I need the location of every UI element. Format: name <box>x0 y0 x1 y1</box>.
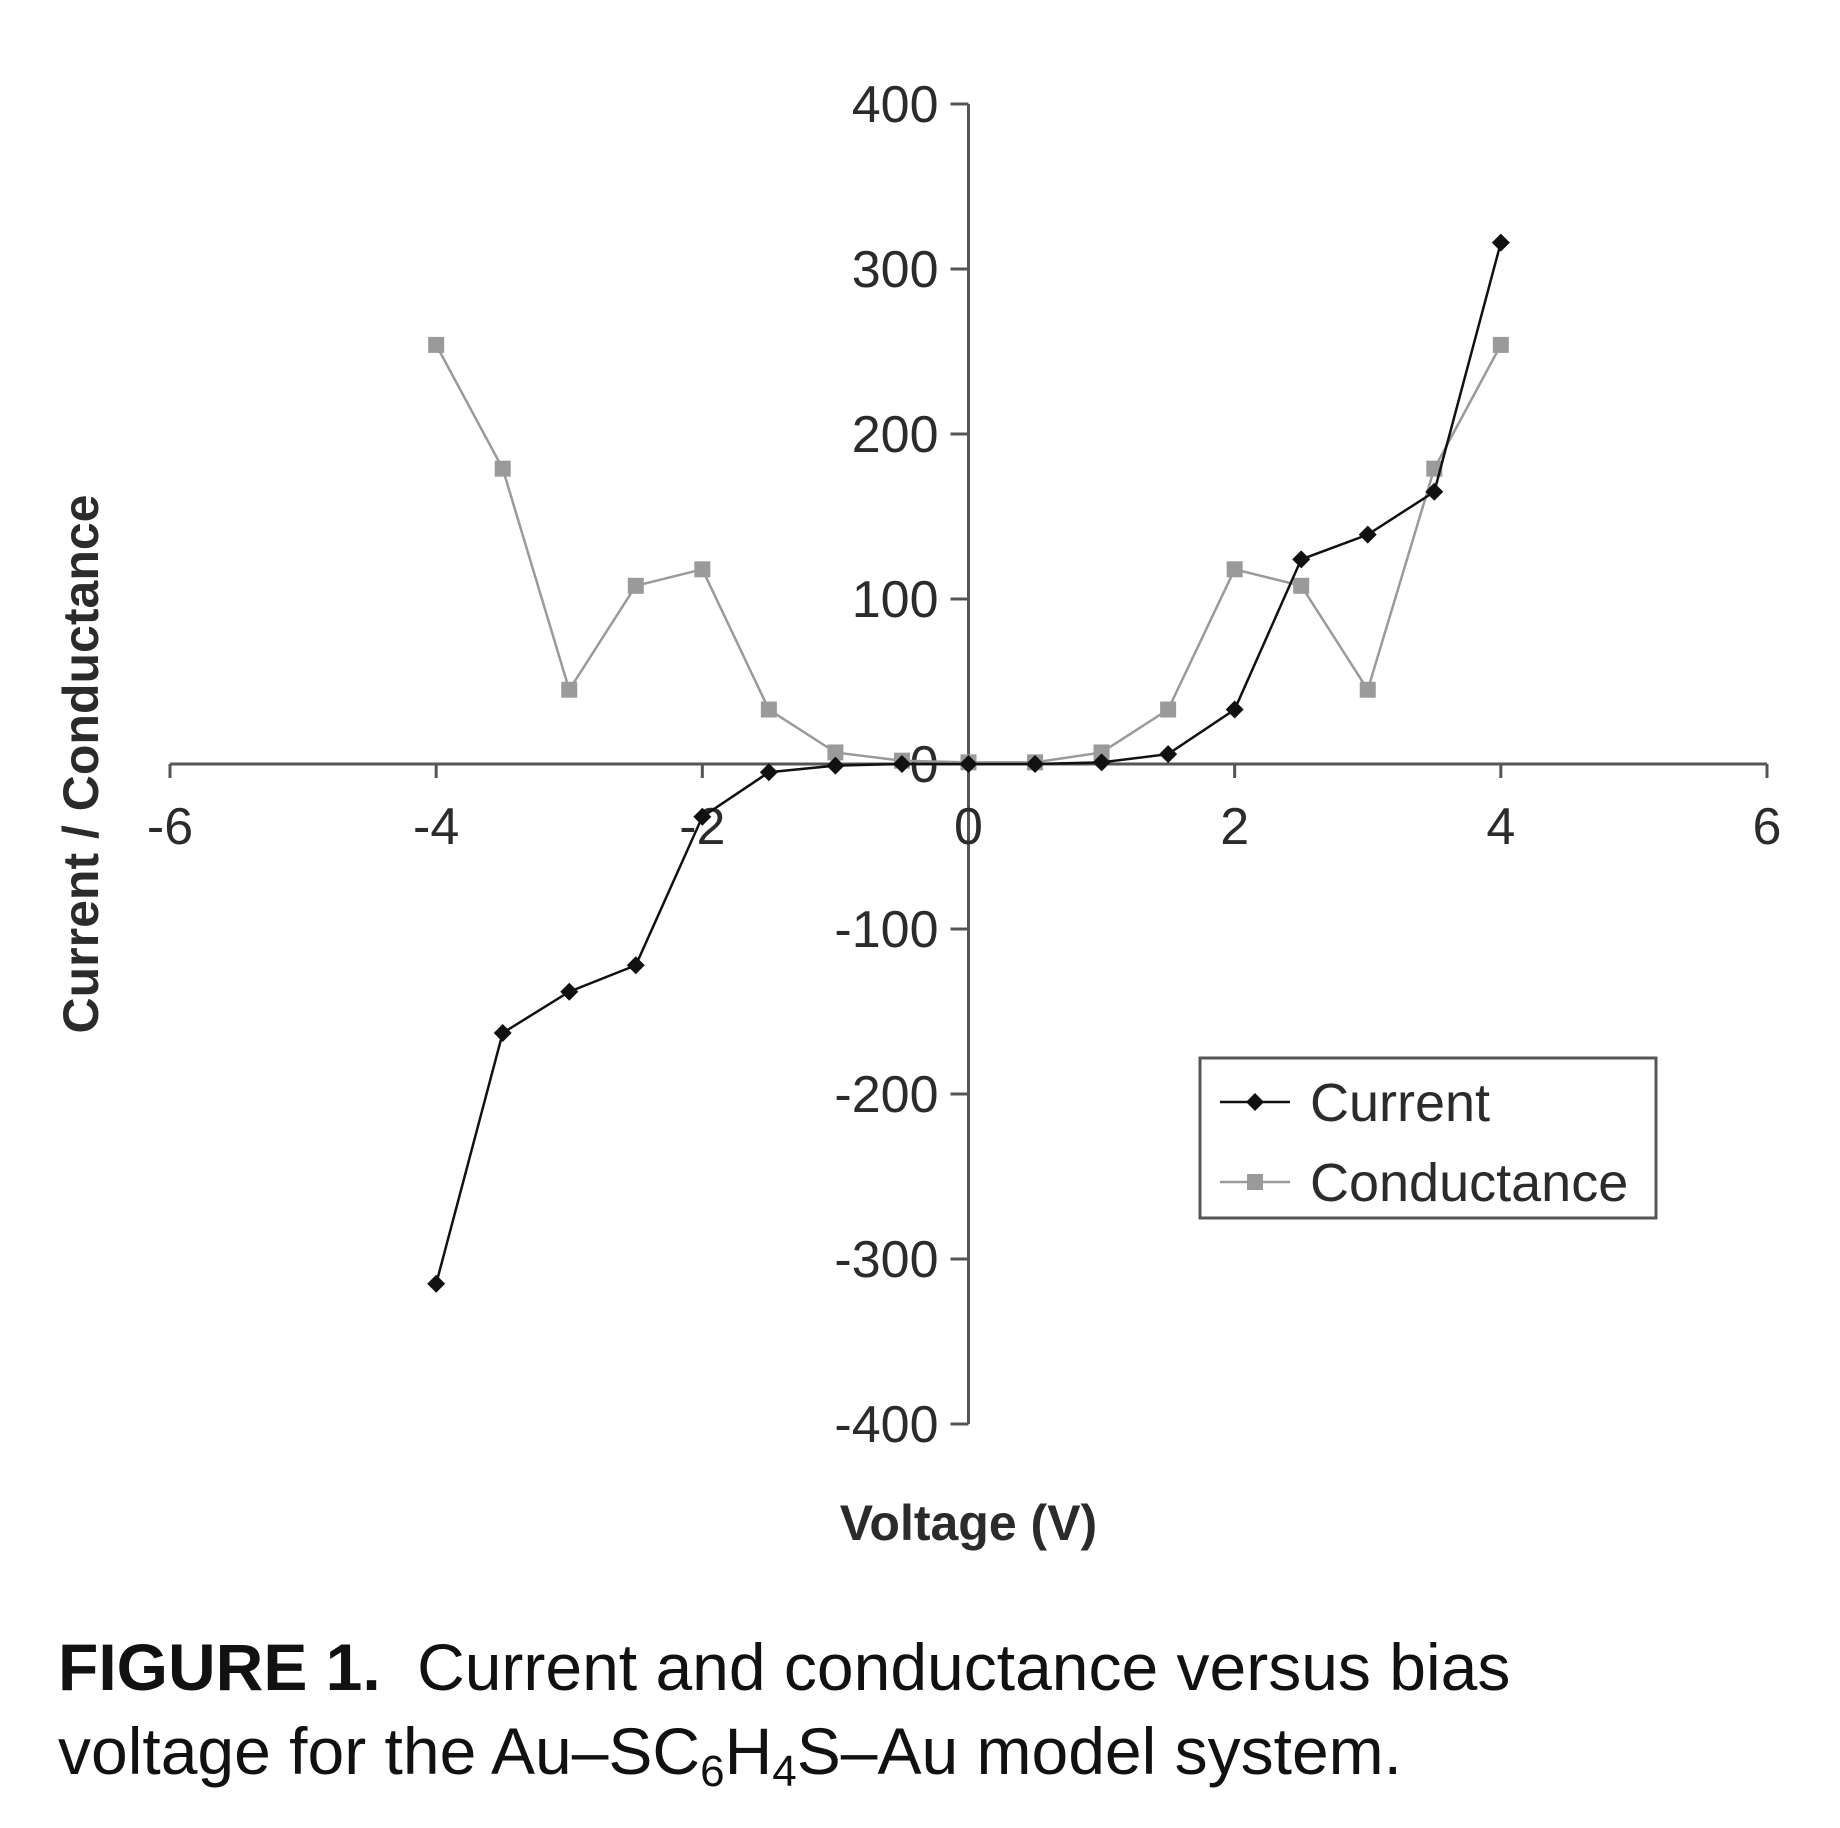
x-tick-label: 6 <box>1753 798 1782 856</box>
data-point-current <box>892 755 911 773</box>
data-point-current <box>560 982 579 1001</box>
y-tick-label: -300 <box>834 1231 938 1289</box>
caption-line-2-end: S–Au model system. <box>796 1714 1402 1788</box>
data-point-conductance <box>1359 681 1376 698</box>
y-tick-label: 100 <box>852 571 939 629</box>
data-point-current <box>493 1023 512 1042</box>
y-tick-label: 200 <box>852 406 939 464</box>
data-point-conductance <box>428 336 445 353</box>
data-point-current <box>959 755 978 773</box>
data-point-current <box>1425 482 1444 501</box>
series-layer <box>427 233 1510 1293</box>
x-tick-label: 2 <box>1220 798 1249 856</box>
data-point-conductance <box>1293 577 1310 594</box>
legend-marker-conductance <box>1247 1174 1263 1190</box>
data-point-current <box>1225 700 1244 719</box>
data-point-current <box>626 956 645 975</box>
data-point-conductance <box>694 561 711 578</box>
data-point-conductance <box>561 681 578 698</box>
legend-box <box>1198 1056 1658 1220</box>
data-point-current <box>1491 233 1510 252</box>
data-point-conductance <box>1093 744 1110 761</box>
data-point-conductance <box>760 701 777 718</box>
chart: -6 -4 -2 0 2 4 6-400-300-200-1000100200300400 … <box>53 76 1782 1551</box>
caption-subscript-6: 6 <box>700 1747 725 1796</box>
data-point-current <box>1159 745 1178 764</box>
legend: Current Conductance <box>1198 1056 1658 1220</box>
legend-label-conductance: Conductance <box>1310 1153 1628 1213</box>
data-point-conductance <box>827 744 844 761</box>
data-point-conductance <box>1226 561 1243 578</box>
caption-line-2-start: voltage for the Au–SC <box>58 1714 701 1788</box>
figure-label: FIGURE 1. <box>58 1630 381 1704</box>
x-axis-title: Voltage (V) <box>840 1495 1097 1551</box>
data-point-current <box>826 756 845 775</box>
data-point-current <box>693 807 712 826</box>
caption-subscript-4: 4 <box>772 1747 797 1796</box>
caption-line-2-mid: H <box>724 1714 773 1788</box>
data-point-conductance <box>1492 336 1509 353</box>
data-point-conductance <box>1160 701 1177 718</box>
data-point-current <box>427 1274 446 1293</box>
figure-caption: FIGURE 1. Current and conductance versus… <box>58 1625 1818 1796</box>
data-point-current <box>1026 755 1045 773</box>
data-point-current <box>1358 525 1377 544</box>
y-tick-label: -200 <box>834 1066 938 1124</box>
data-point-conductance <box>494 460 511 477</box>
legend-label-current: Current <box>1310 1073 1490 1133</box>
data-point-current <box>1092 753 1111 772</box>
x-tick-label: -6 <box>147 798 193 856</box>
data-point-conductance <box>627 577 644 594</box>
caption-line-1: Current and conductance versus bias <box>417 1630 1511 1704</box>
y-tick-label: -400 <box>834 1396 938 1454</box>
legend-marker-current <box>1246 1093 1264 1111</box>
x-tick-label: 0 <box>954 798 983 856</box>
x-tick-label: -4 <box>413 798 459 856</box>
y-tick-label: 300 <box>852 241 939 299</box>
data-point-current <box>1292 550 1311 569</box>
x-tick-label: 4 <box>1486 798 1515 856</box>
y-tick-label: -100 <box>834 901 938 959</box>
y-tick-label: 400 <box>852 76 939 134</box>
data-point-current <box>759 763 778 782</box>
y-axis-title: Current / Conductance <box>53 495 109 1034</box>
